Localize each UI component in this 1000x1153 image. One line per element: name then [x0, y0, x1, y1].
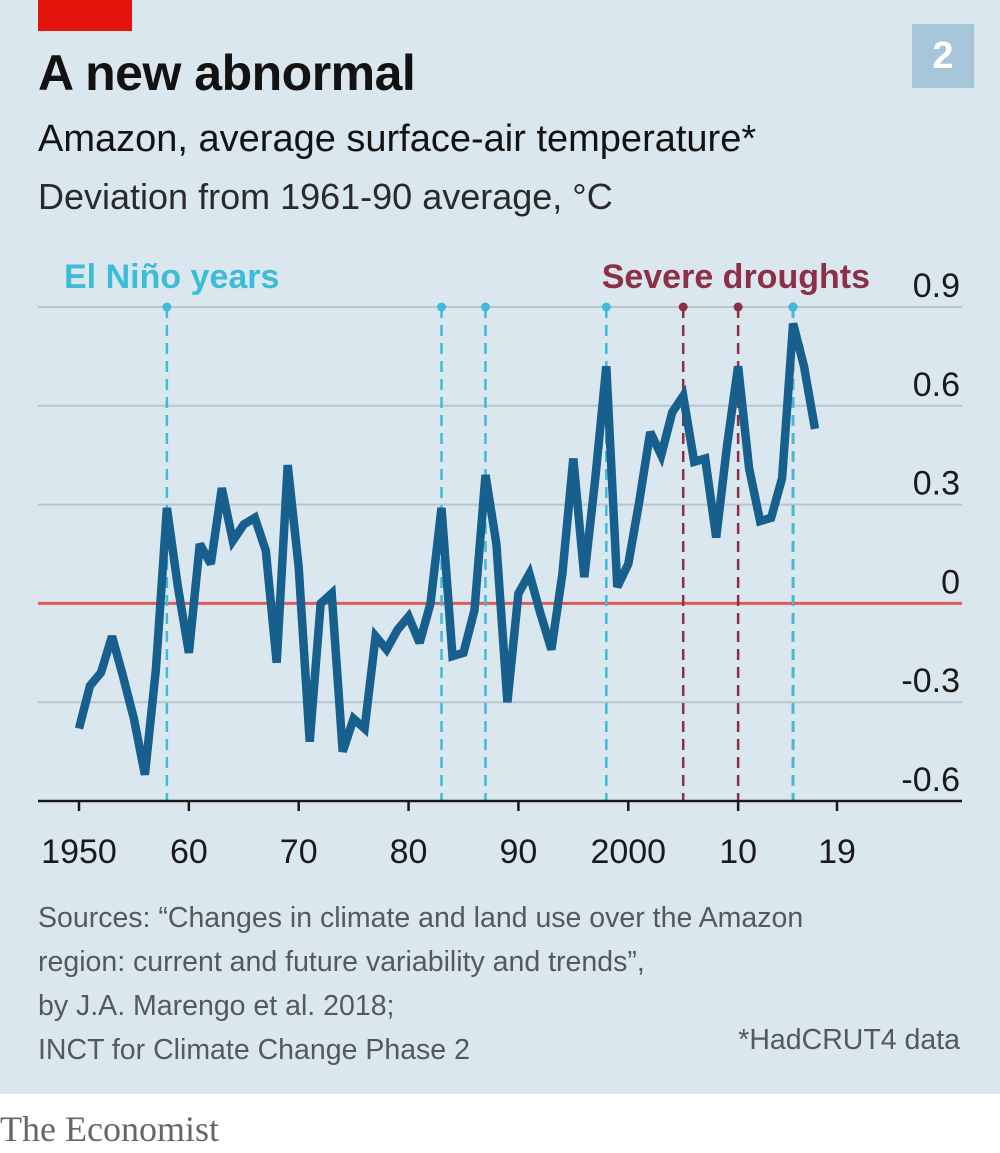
- chart-subtitle: Amazon, average surface-air temperature*: [38, 118, 757, 160]
- el-nino-marker-dot: [162, 302, 172, 312]
- series-layer: [74, 322, 820, 776]
- x-tick-label: 1950: [41, 833, 117, 871]
- y-tick-label: 0.6: [913, 366, 960, 404]
- axes: 0.9 0.6 0.3 0 -0.3 -0.6 1950 60 70 80 90 2000 10 19: [38, 267, 962, 871]
- el-nino-marker-dot: [601, 302, 611, 312]
- el-nino-marker-dot: [480, 302, 490, 312]
- drought-marker-dot: [733, 302, 743, 312]
- sources-line: region: current and future variability a…: [38, 946, 645, 978]
- x-tick-label: 80: [390, 833, 428, 871]
- x-tick-label: 10: [719, 833, 757, 871]
- el-nino-marker-dot: [788, 302, 798, 312]
- brand-accent-bar: [38, 0, 132, 31]
- x-tick-label: 19: [818, 833, 856, 871]
- sources-line: INCT for Climate Change Phase 2: [38, 1034, 470, 1066]
- y-tick-label: 0.3: [913, 465, 960, 503]
- chart-title: A new abnormal: [38, 45, 416, 101]
- y-tick-label: 0: [941, 563, 960, 601]
- drought-marker-dot: [678, 302, 688, 312]
- el-nino-marker-dot: [437, 302, 447, 312]
- data-footnote: *HadCRUT4 data: [738, 1024, 960, 1056]
- sources-line: Sources: “Changes in climate and land us…: [38, 902, 804, 934]
- sources-line: by J.A. Marengo et al. 2018;: [38, 990, 395, 1022]
- y-tick-label: 0.9: [913, 267, 960, 305]
- series-line: [74, 322, 820, 776]
- x-tick-label: 2000: [590, 833, 666, 871]
- x-tick-label: 60: [170, 833, 208, 871]
- el-nino-legend-label: El Niño years: [64, 258, 279, 296]
- economist-logo: The Economist: [0, 1109, 219, 1149]
- chart-unit-line: Deviation from 1961-90 average, °C: [38, 176, 613, 217]
- y-tick-label: -0.6: [901, 761, 960, 799]
- temperature-line-chart: 0.9 0.6 0.3 0 -0.3 -0.6 1950 60 70 80 90 2000 10 19 E…: [38, 258, 962, 871]
- x-tick-label: 70: [280, 833, 318, 871]
- drought-legend-label: Severe droughts: [602, 258, 870, 296]
- chart-number-badge: 2: [912, 24, 974, 88]
- sources-note: Sources: “Changes in climate and land us…: [38, 896, 918, 1072]
- x-tick-label: 90: [500, 833, 538, 871]
- y-tick-label: -0.3: [901, 662, 960, 700]
